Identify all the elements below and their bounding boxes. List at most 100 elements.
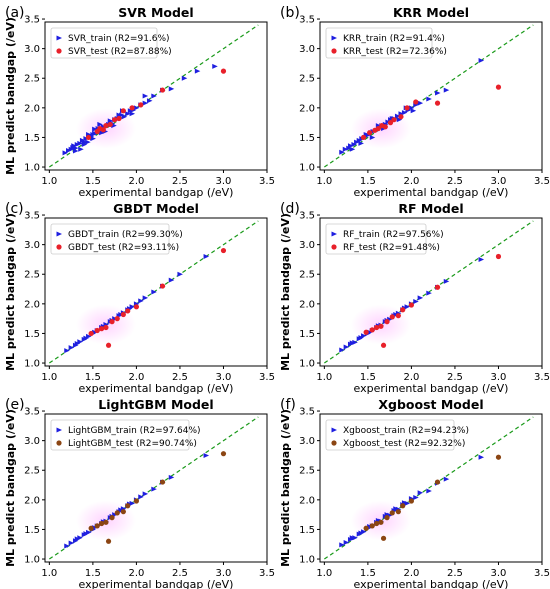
train-point (83, 335, 89, 341)
x-tick-label: 2.0 (128, 568, 144, 579)
test-point (391, 117, 397, 123)
test-point (125, 503, 131, 509)
x-tick-label: 3.0 (491, 372, 507, 383)
train-point (151, 289, 157, 295)
legend-label: SVR_test (R2=87.88%) (68, 47, 172, 57)
train-point (146, 98, 153, 104)
legend-box (50, 223, 170, 255)
legend-box (325, 27, 433, 59)
test-point (434, 100, 441, 106)
train-point (83, 531, 89, 537)
test-point (373, 520, 380, 527)
test-point (125, 308, 131, 314)
train-point (81, 142, 88, 148)
legend-label: KRR_test (R2=72.36%) (343, 47, 447, 57)
test-point (133, 304, 140, 310)
train-point (177, 271, 183, 277)
x-tick-label: 2.5 (172, 568, 188, 579)
x-tick-label: 1.0 (316, 176, 332, 187)
legend-box (50, 419, 190, 451)
test-point (98, 326, 105, 332)
y-tick-label: 2.5 (299, 270, 315, 281)
chart-panel: (f) Xgboost Model 1.0 1.5 2.0 2.5 3.0 3.5 1.0 1.5… (279, 397, 550, 589)
y-tick-label: 2.0 (299, 495, 315, 506)
y-tick-label: 3.0 (24, 240, 40, 251)
train-point (68, 345, 75, 351)
y-tick-label: 3.0 (299, 436, 315, 447)
x-axis-label: experimental bandgap (/eV) (354, 382, 509, 395)
train-point (358, 140, 364, 146)
legend-label: Xgboost_train (R2=94.23%) (343, 426, 469, 436)
test-point (367, 130, 373, 136)
test-point (495, 84, 502, 90)
x-tick-label: 3.5 (259, 568, 275, 579)
train-point (358, 335, 364, 341)
y-tick-label: 2.0 (24, 299, 40, 310)
x-tick-label: 3.5 (534, 176, 550, 187)
train-point (443, 87, 450, 93)
x-tick-label: 3.0 (216, 372, 232, 383)
train-point (417, 295, 424, 301)
x-tick-label: 2.5 (172, 176, 188, 187)
legend-label: RF_test (R2=91.48%) (343, 243, 440, 253)
train-point (68, 540, 75, 546)
test-point (105, 538, 112, 544)
x-tick-label: 3.5 (259, 372, 275, 383)
train-point (62, 150, 69, 156)
y-axis-label: ML predict bandgap (/eV) (4, 17, 17, 175)
chart-title: Xgboost Model (378, 397, 483, 412)
x-tick-label: 1.0 (41, 568, 57, 579)
test-point (382, 124, 388, 130)
test-point (129, 105, 135, 111)
train-point (74, 341, 81, 347)
train-point (142, 295, 149, 301)
y-tick-label: 2.0 (24, 103, 40, 114)
test-point (138, 102, 144, 108)
x-axis-label: experimental bandgap (/eV) (79, 186, 234, 199)
test-point (360, 134, 367, 141)
test-point (408, 302, 415, 308)
y-tick-label: 2.5 (24, 466, 40, 477)
y-tick-label: 3.5 (299, 407, 315, 418)
train-point (393, 506, 399, 512)
test-point (389, 510, 395, 516)
panel-letter: (f) (280, 397, 296, 413)
legend-marker-test (331, 440, 337, 446)
test-point (159, 87, 166, 93)
train-point (203, 253, 210, 259)
train-point (339, 347, 345, 353)
legend-marker-train (56, 35, 62, 41)
legend-marker-test (331, 48, 337, 54)
test-point (375, 125, 381, 132)
legend-box (50, 27, 158, 59)
y-tick-label: 3.5 (24, 211, 40, 222)
test-point (109, 515, 115, 521)
test-point (363, 329, 369, 335)
y-tick-label: 1.0 (299, 163, 315, 174)
train-point (413, 298, 419, 304)
y-tick-label: 1.5 (24, 329, 40, 340)
train-point (138, 298, 144, 304)
train-point (90, 136, 96, 142)
chart-panel: (c) GBDT Model 1.0 1.5 2.0 2.5 3.0 3.5 1.0 1.5 2.0… (4, 201, 275, 395)
train-point (369, 134, 376, 140)
x-tick-label: 1.5 (85, 372, 101, 383)
x-tick-label: 1.5 (85, 568, 101, 579)
train-point (347, 143, 354, 149)
panel-letter: (a) (5, 5, 25, 21)
y-tick-label: 3.0 (299, 44, 315, 55)
chart-panel: (a) SVR Model 1.0 1.5 2.0 2.5 3.0 3.5 1.0 1.5 2.0 2… (4, 5, 275, 199)
train-point (151, 486, 157, 492)
chart-title: SVR Model (118, 5, 193, 20)
x-tick-label: 3.5 (534, 372, 550, 383)
train-point (194, 68, 201, 74)
test-point (114, 316, 120, 322)
legend-marker-test (331, 244, 337, 250)
test-point (133, 498, 140, 504)
y-tick-label: 2.5 (299, 74, 315, 85)
legend-label: GBDT_test (R2=93.11%) (68, 243, 179, 253)
train-point (168, 86, 175, 92)
test-point (369, 327, 375, 333)
x-tick-label: 1.5 (360, 568, 376, 579)
test-point (378, 323, 384, 329)
